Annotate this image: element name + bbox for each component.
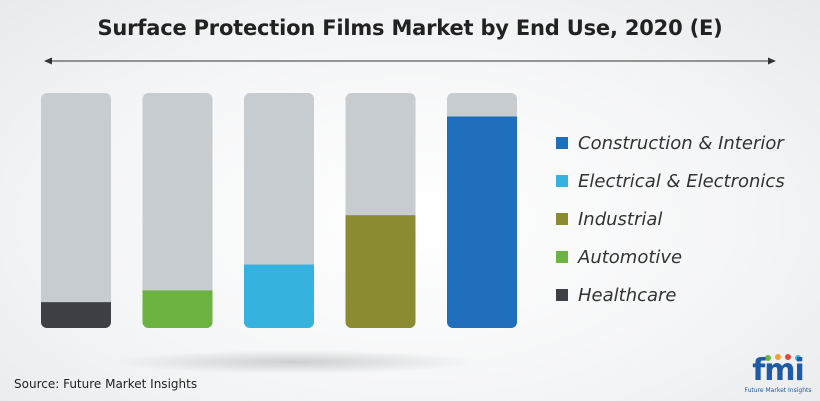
bar-track-automotive (142, 93, 213, 328)
logo-wordmark: fmi (752, 353, 805, 388)
bar-shadow (110, 350, 480, 374)
bar-track-healthcare (41, 93, 111, 328)
bar-group-industrial (345, 93, 416, 328)
chart-legend: Construction & Interior Electrical & Elec… (556, 124, 785, 314)
bar-healthcare (41, 302, 111, 328)
title-underline (44, 57, 776, 65)
legend-item-healthcare: Healthcare (556, 276, 785, 314)
bar-group-healthcare (41, 93, 111, 328)
chart-title: Surface Protection Films Market by End U… (97, 16, 723, 40)
bar-industrial (345, 215, 416, 328)
legend-label: Industrial (578, 208, 663, 230)
bar-group-construction-and-interior (447, 93, 517, 328)
bar-automotive (142, 290, 213, 328)
legend-swatch (556, 289, 568, 301)
logo-subtitle: Future Market Insights (744, 387, 812, 394)
legend-item-industrial: Industrial (556, 200, 785, 238)
fmi-logo: fmi Future Market Insights (744, 352, 812, 398)
legend-swatch (556, 213, 568, 225)
bar-electrical-and-electronics (244, 264, 314, 328)
legend-label: Healthcare (578, 284, 677, 306)
logo-people-icon (765, 354, 801, 361)
bar-group-electrical-and-electronics (244, 93, 314, 328)
legend-swatch (556, 137, 568, 149)
bar-group-automotive (142, 93, 213, 328)
source-note: Source: Future Market Insights (14, 377, 198, 391)
legend-label: Electrical & Electronics (578, 170, 785, 192)
legend-label: Automotive (578, 246, 683, 268)
legend-item-construction-and-interior: Construction & Interior (556, 124, 785, 162)
legend-item-automotive: Automotive (556, 238, 785, 276)
bar-construction-and-interior (447, 116, 517, 328)
legend-swatch (556, 251, 568, 263)
legend-label: Construction & Interior (578, 132, 784, 154)
legend-swatch (556, 175, 568, 187)
legend-item-electrical-and-electronics: Electrical & Electronics (556, 162, 785, 200)
